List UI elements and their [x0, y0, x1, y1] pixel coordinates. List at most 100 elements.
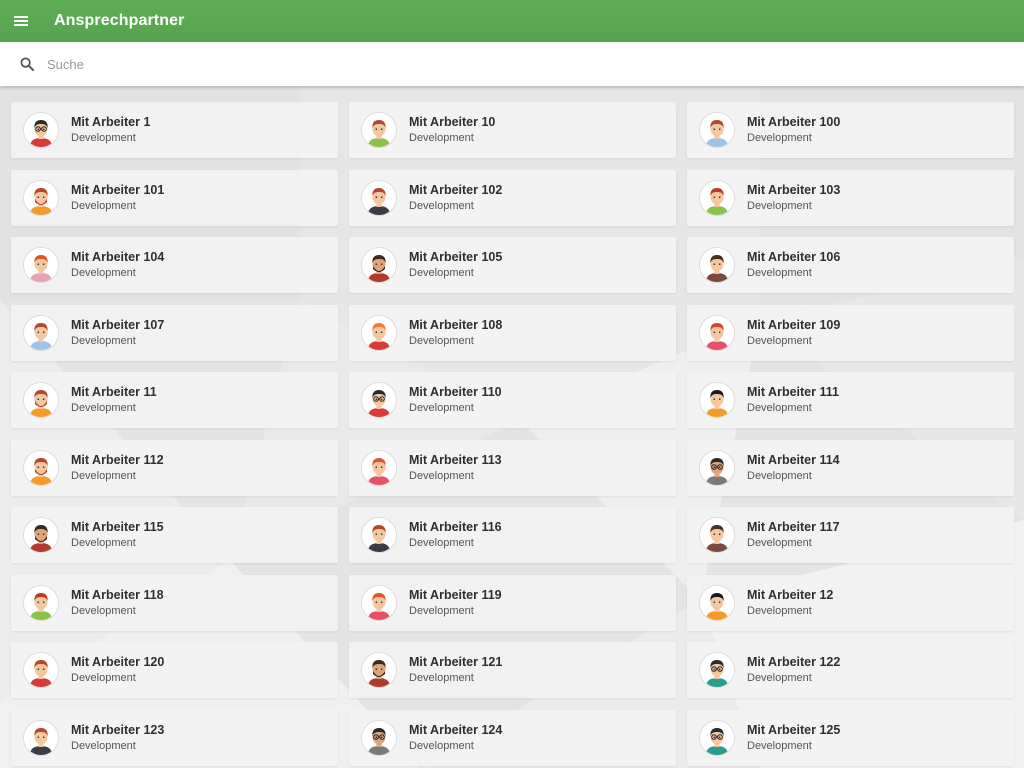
search-icon[interactable]: [20, 57, 34, 71]
avatar: [361, 719, 397, 756]
contact-name: Mit Arbeiter 111: [747, 385, 839, 399]
avatar: [699, 382, 735, 418]
app-bar: Ansprechpartner: [0, 0, 1024, 42]
avatar: [23, 382, 59, 418]
avatar: [699, 517, 735, 553]
contact-name: Mit Arbeiter 104: [71, 250, 165, 264]
contact-name: Mit Arbeiter 120: [71, 655, 165, 669]
avatar: [23, 652, 59, 688]
contact-card[interactable]: Mit Arbeiter 117 Development: [687, 507, 1014, 563]
contact-name: Mit Arbeiter 121: [409, 655, 503, 669]
contact-card-text: Mit Arbeiter 108 Development: [409, 317, 502, 349]
contact-name: Mit Arbeiter 103: [747, 182, 841, 197]
contact-card[interactable]: Mit Arbeiter 12 Development: [687, 574, 1014, 631]
contact-card-text: Mit Arbeiter 109 Development: [747, 317, 840, 349]
contact-card-text: Mit Arbeiter 121 Development: [409, 654, 502, 686]
contact-department: Development: [409, 672, 474, 684]
contact-name: Mit Arbeiter 125: [747, 722, 841, 737]
contact-department: Development: [71, 469, 136, 482]
contact-card[interactable]: Mit Arbeiter 101 Development: [11, 169, 338, 226]
avatar: [23, 719, 59, 756]
avatar: [23, 584, 59, 621]
contact-name: Mit Arbeiter 118: [71, 587, 164, 602]
contact-name: Mit Arbeiter 117: [747, 520, 840, 534]
contact-card[interactable]: Mit Arbeiter 108 Development: [349, 304, 676, 361]
contact-card[interactable]: Mit Arbeiter 1 Development: [11, 102, 338, 158]
contact-name: Mit Arbeiter 108: [409, 317, 503, 332]
contact-card[interactable]: Mit Arbeiter 116 Development: [349, 507, 676, 563]
contact-card[interactable]: Mit Arbeiter 102 Development: [349, 169, 676, 226]
contact-card[interactable]: Mit Arbeiter 115 Development: [11, 507, 338, 563]
contact-name: Mit Arbeiter 12: [747, 587, 834, 602]
contact-card[interactable]: Mit Arbeiter 113 Development: [349, 439, 676, 496]
contact-card-text: Mit Arbeiter 107 Development: [71, 317, 164, 349]
contact-card-text: Mit Arbeiter 100 Development: [747, 114, 840, 146]
contact-card-text: Mit Arbeiter 113 Development: [409, 452, 502, 484]
contact-card[interactable]: Mit Arbeiter 122 Development: [687, 642, 1014, 698]
contact-card-text: Mit Arbeiter 103 Development: [747, 182, 840, 214]
avatar: [23, 517, 59, 553]
contact-card[interactable]: Mit Arbeiter 120 Development: [11, 642, 338, 698]
contact-name: Mit Arbeiter 124: [409, 722, 503, 737]
contact-name: Mit Arbeiter 116: [409, 520, 502, 534]
contact-department: Development: [747, 132, 812, 144]
avatar: [23, 247, 59, 283]
contact-card[interactable]: Mit Arbeiter 105 Development: [349, 237, 676, 293]
contact-card-text: Mit Arbeiter 102 Development: [409, 182, 502, 214]
avatar: [361, 449, 397, 486]
contact-card[interactable]: Mit Arbeiter 11 Development: [11, 372, 338, 428]
contact-card[interactable]: Mit Arbeiter 106 Development: [687, 237, 1014, 293]
contact-list: Mit Arbeiter 1 Development Mit Arbeiter 1…: [11, 102, 1014, 766]
contact-card[interactable]: Mit Arbeiter 121 Development: [349, 642, 676, 698]
contact-card-text: Mit Arbeiter 111 Development: [747, 384, 839, 416]
contact-name: Mit Arbeiter 101: [71, 182, 165, 197]
contact-card[interactable]: Mit Arbeiter 125 Development: [687, 709, 1014, 766]
contact-card-text: Mit Arbeiter 117 Development: [747, 519, 840, 551]
menu-button[interactable]: [0, 0, 42, 42]
contact-card-text: Mit Arbeiter 105 Development: [409, 249, 502, 281]
contact-department: Development: [747, 469, 812, 482]
contact-department: Development: [747, 604, 812, 617]
contact-card[interactable]: Mit Arbeiter 110 Development: [349, 372, 676, 428]
contact-department: Development: [747, 267, 812, 279]
contact-card[interactable]: Mit Arbeiter 104 Development: [11, 237, 338, 293]
contact-department: Development: [747, 739, 812, 752]
contact-department: Development: [71, 672, 136, 684]
avatar: [699, 719, 735, 756]
avatar: [23, 314, 59, 351]
contact-card[interactable]: Mit Arbeiter 114 Development: [687, 439, 1014, 496]
contact-department: Development: [71, 537, 136, 549]
contact-card-text: Mit Arbeiter 104 Development: [71, 249, 164, 281]
contact-card-text: Mit Arbeiter 120 Development: [71, 654, 164, 686]
contact-card[interactable]: Mit Arbeiter 118 Development: [11, 574, 338, 631]
avatar: [361, 247, 397, 283]
contact-card[interactable]: Mit Arbeiter 109 Development: [687, 304, 1014, 361]
contact-card-text: Mit Arbeiter 1 Development: [71, 114, 150, 146]
contact-card[interactable]: Mit Arbeiter 10 Development: [349, 102, 676, 158]
contact-department: Development: [71, 267, 136, 279]
contact-card[interactable]: Mit Arbeiter 100 Development: [687, 102, 1014, 158]
avatar: [699, 584, 735, 621]
menu-icon: [14, 16, 28, 26]
page-title: Ansprechpartner: [54, 12, 185, 29]
contact-card-text: Mit Arbeiter 110 Development: [409, 384, 502, 416]
search-bar: [0, 42, 1024, 86]
contact-department: Development: [747, 537, 812, 549]
contact-card[interactable]: Mit Arbeiter 119 Development: [349, 574, 676, 631]
contact-name: Mit Arbeiter 123: [71, 722, 165, 737]
avatar: [361, 314, 397, 351]
contact-card[interactable]: Mit Arbeiter 103 Development: [687, 169, 1014, 226]
contact-card-text: Mit Arbeiter 10 Development: [409, 114, 495, 146]
contact-card[interactable]: Mit Arbeiter 123 Development: [11, 709, 338, 766]
contact-card[interactable]: Mit Arbeiter 124 Development: [349, 709, 676, 766]
contact-department: Development: [747, 672, 812, 684]
search-input[interactable]: [47, 49, 947, 79]
contact-department: Development: [747, 334, 812, 347]
contact-card-text: Mit Arbeiter 114 Development: [747, 452, 840, 484]
contact-card-text: Mit Arbeiter 123 Development: [71, 722, 164, 754]
contact-name: Mit Arbeiter 109: [747, 317, 841, 332]
contact-card[interactable]: Mit Arbeiter 111 Development: [687, 372, 1014, 428]
contact-card[interactable]: Mit Arbeiter 107 Development: [11, 304, 338, 361]
contact-card-text: Mit Arbeiter 112 Development: [71, 452, 164, 484]
contact-card[interactable]: Mit Arbeiter 112 Development: [11, 439, 338, 496]
